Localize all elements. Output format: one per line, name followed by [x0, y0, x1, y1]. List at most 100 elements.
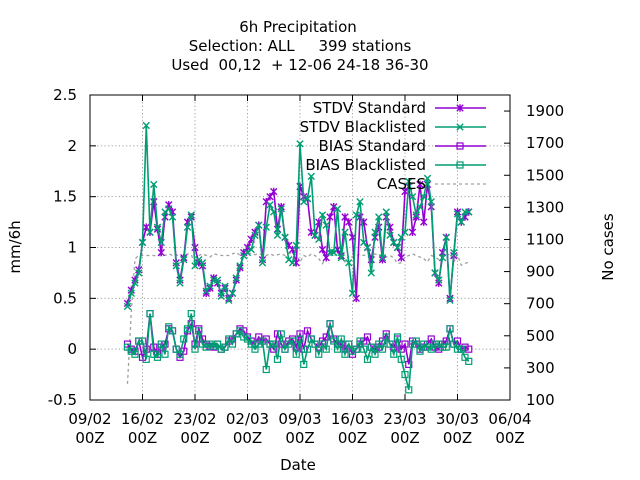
point [378, 253, 387, 262]
point [453, 210, 462, 218]
point [146, 309, 154, 318]
point [202, 287, 210, 295]
point [345, 259, 353, 267]
point [341, 228, 349, 236]
point [367, 343, 375, 351]
series-line [126, 313, 470, 390]
y-tick-label: -0.5 [48, 391, 77, 409]
y-tick-label: 1 [67, 239, 77, 257]
point [345, 218, 353, 226]
point [405, 386, 413, 394]
point [251, 231, 259, 239]
x-tick-label: 23/02 [173, 410, 216, 428]
point [262, 223, 270, 231]
point [221, 343, 229, 351]
series-stdv-blacklisted [123, 121, 473, 311]
x-tick-label: 00Z [495, 429, 524, 447]
point [138, 238, 147, 247]
point [292, 343, 300, 351]
point [288, 259, 297, 267]
point [195, 327, 203, 335]
point [416, 203, 424, 211]
point [431, 340, 439, 348]
point [225, 296, 233, 305]
legend-entry: CASES [377, 175, 486, 193]
point [180, 335, 188, 343]
legend-entry: BIAS Blacklisted [305, 156, 486, 174]
point [333, 205, 342, 213]
point [277, 330, 285, 338]
point [438, 343, 447, 351]
x-tick-label: 00Z [390, 429, 419, 447]
y-tick-label: 0.5 [53, 289, 77, 307]
point [386, 340, 394, 348]
legend-label: BIAS Blacklisted [305, 156, 426, 174]
series-layer [123, 121, 473, 394]
point [243, 335, 252, 343]
point [296, 330, 304, 338]
point [382, 208, 390, 216]
x-tick-label: 06/04 [488, 410, 531, 428]
point [322, 253, 330, 262]
point [142, 355, 150, 363]
point [138, 337, 147, 345]
y2-tick-label: 300 [526, 359, 555, 377]
y-tick-label: 2.5 [53, 86, 77, 104]
point [397, 345, 405, 353]
x-tick-label: 09/02 [68, 410, 111, 428]
point [176, 279, 184, 287]
point [198, 259, 207, 267]
point [296, 335, 304, 343]
y-tick-label: 2 [67, 137, 77, 155]
point [161, 350, 169, 358]
point [266, 340, 274, 348]
point [206, 282, 214, 290]
point [345, 340, 353, 348]
point [420, 218, 428, 226]
point [337, 253, 345, 262]
legend-entry: STDV Standard [313, 99, 486, 117]
point [123, 302, 132, 311]
point [157, 340, 165, 348]
point [318, 245, 327, 254]
point [461, 353, 469, 361]
y2-tick-label: 900 [526, 263, 555, 281]
point [191, 345, 199, 353]
x-tick-label: 30/03 [436, 410, 479, 428]
point [281, 345, 289, 353]
point [352, 345, 360, 353]
x-tick-label: 00Z [75, 429, 104, 447]
point [123, 343, 132, 351]
point [363, 355, 372, 363]
y2-tick-label: 100 [526, 391, 555, 409]
point [420, 192, 428, 201]
point [273, 231, 282, 239]
point [465, 208, 473, 216]
point [356, 337, 364, 345]
point [457, 345, 465, 353]
point [401, 228, 409, 236]
y2-tick-label: 1700 [526, 134, 564, 152]
point [281, 233, 289, 242]
point [266, 192, 274, 201]
legend-entry: BIAS Standard [318, 137, 486, 155]
x-tick-label: 00Z [285, 429, 314, 447]
point [180, 256, 188, 264]
point [270, 187, 278, 196]
point [292, 241, 300, 250]
x-tick-label: 09/03 [278, 410, 321, 428]
point [183, 223, 192, 231]
legend-label: STDV Standard [313, 99, 426, 117]
point [457, 218, 465, 226]
point [337, 335, 345, 343]
point [176, 350, 184, 358]
point [262, 365, 270, 374]
point [288, 337, 297, 345]
x-tick-label: 16/03 [331, 410, 374, 428]
point [315, 350, 323, 358]
point [172, 262, 180, 270]
point [456, 161, 464, 169]
point [258, 337, 267, 345]
x-tick-label: 00Z [180, 429, 209, 447]
